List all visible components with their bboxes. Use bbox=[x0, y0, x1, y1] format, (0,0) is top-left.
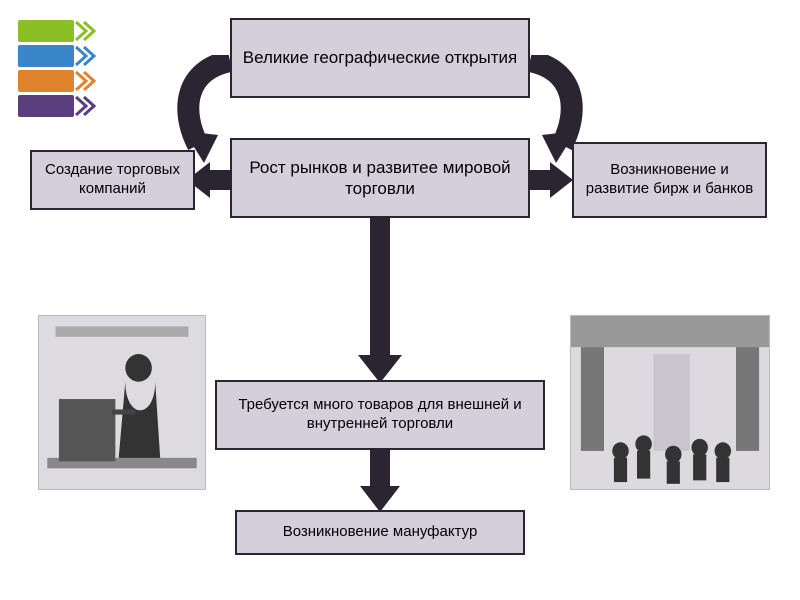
decor-bar-purple bbox=[18, 95, 74, 117]
chevron-icon bbox=[74, 20, 102, 42]
decor-row-purple bbox=[18, 95, 102, 117]
node-center-label: Рост рынков и развитее мировой торговли bbox=[242, 157, 518, 200]
chevron-icon bbox=[74, 70, 102, 92]
node-right: Возникновение и развитие бирж и банков bbox=[572, 142, 767, 218]
node-left-label: Создание торговых компаний bbox=[42, 161, 183, 199]
arrow-down-short bbox=[358, 448, 402, 514]
image-exchange bbox=[570, 315, 770, 490]
node-top-label: Великие географические открытия bbox=[243, 47, 517, 68]
image-merchant bbox=[38, 315, 206, 490]
node-left: Создание торговых компаний bbox=[30, 150, 195, 210]
node-right-label: Возникновение и развитие бирж и банков bbox=[584, 161, 755, 199]
decor-bar-orange bbox=[18, 70, 74, 92]
node-top: Великие географические открытия bbox=[230, 18, 530, 98]
chevron-icon bbox=[74, 45, 102, 67]
node-bottom: Возникновение мануфактур bbox=[235, 510, 525, 555]
arrow-down-tall bbox=[356, 215, 404, 385]
decor-row-orange bbox=[18, 70, 102, 92]
decor-bar-green bbox=[18, 20, 74, 42]
node-mid-label: Требуется много товаров для внешней и вн… bbox=[227, 396, 533, 434]
node-mid: Требуется много товаров для внешней и вн… bbox=[215, 380, 545, 450]
decor-stack bbox=[18, 20, 102, 120]
chevron-icon bbox=[74, 95, 102, 117]
decor-bar-blue bbox=[18, 45, 74, 67]
node-bottom-label: Возникновение мануфактур bbox=[283, 523, 478, 542]
node-center: Рост рынков и развитее мировой торговли bbox=[230, 138, 530, 218]
decor-row-green bbox=[18, 20, 102, 42]
decor-row-blue bbox=[18, 45, 102, 67]
